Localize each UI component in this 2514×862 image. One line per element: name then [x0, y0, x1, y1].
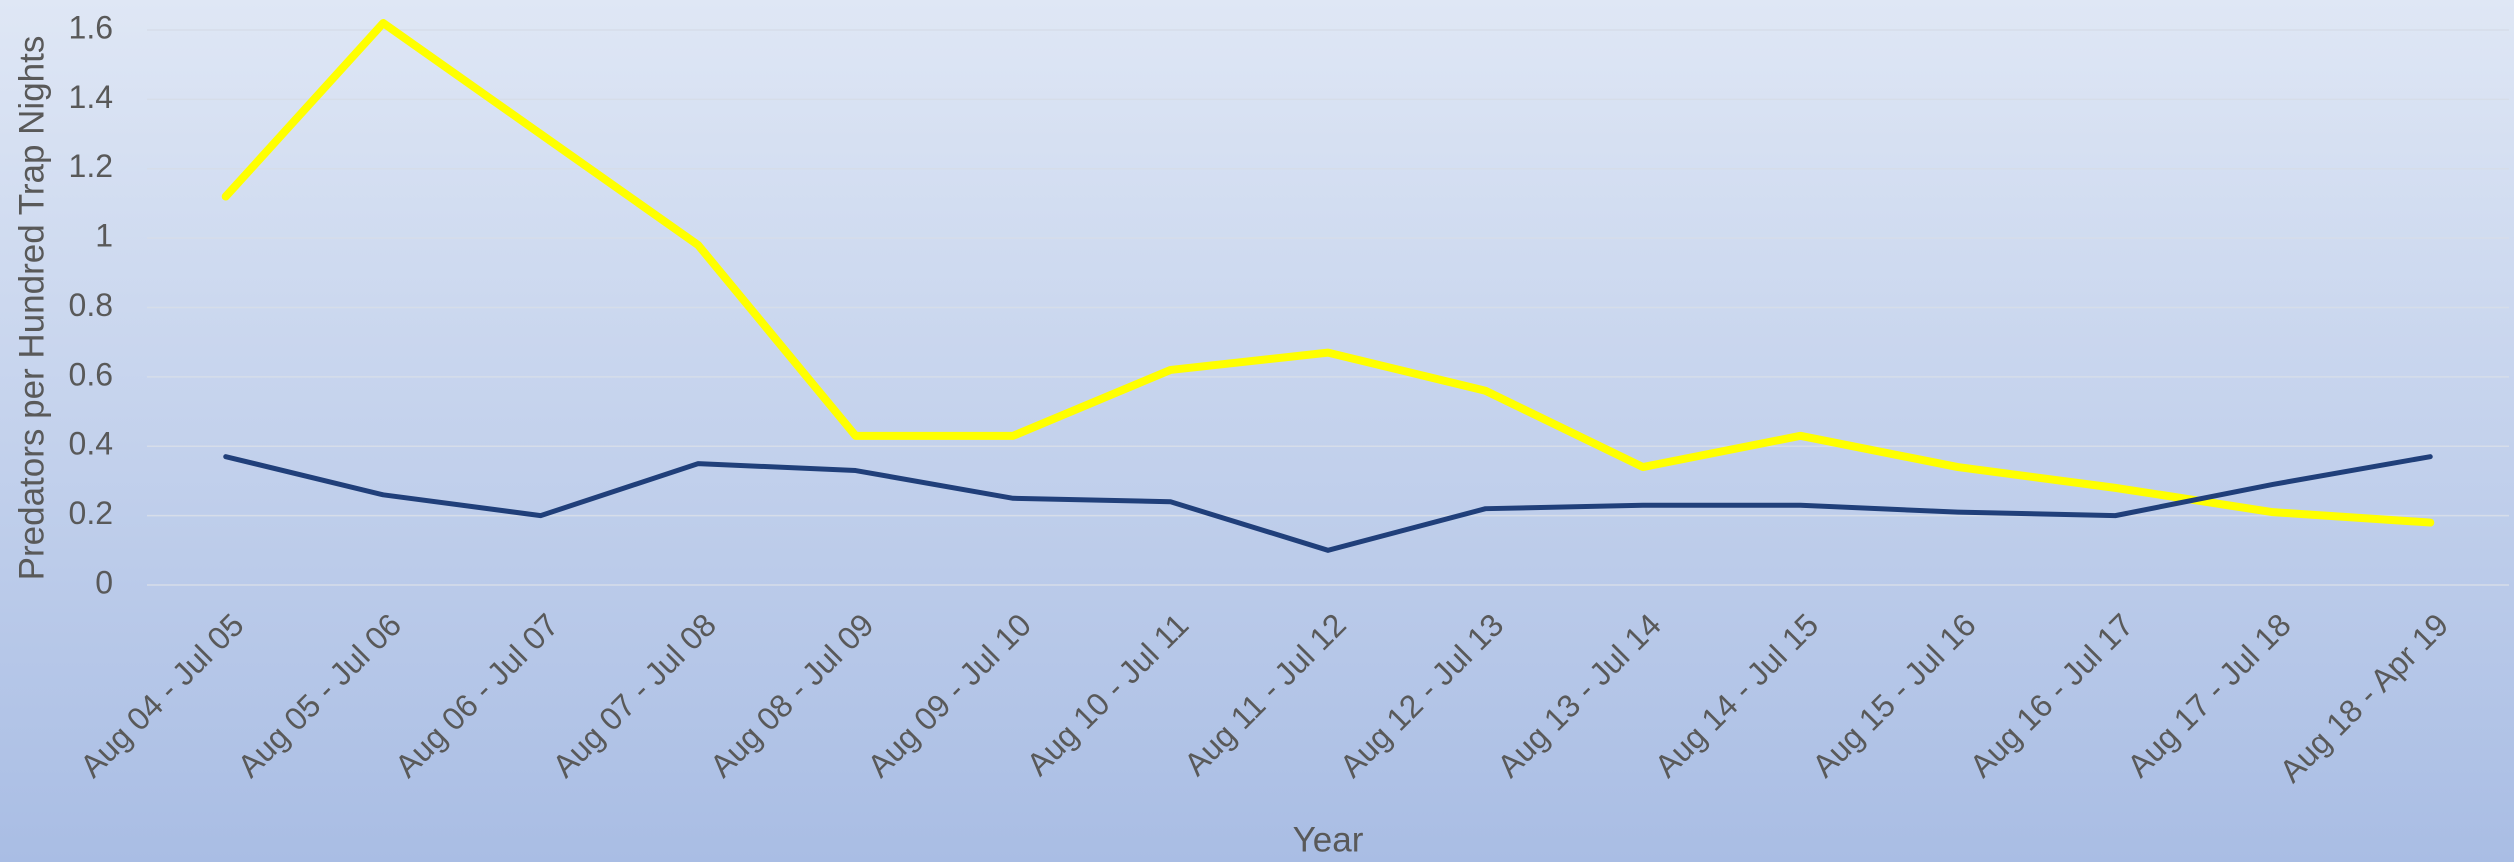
y-tick-label: 0.4	[69, 426, 113, 462]
x-tick-label: Aug 07 - Jul 08	[545, 606, 723, 784]
x-tick-label: Aug 12 - Jul 13	[1333, 606, 1511, 784]
line-series	[223, 454, 2433, 553]
x-tick-label: Aug 15 - Jul 16	[1805, 606, 1983, 784]
y-tick-label: 0.8	[69, 287, 113, 323]
x-tick-label: Aug 16 - Jul 17	[1963, 606, 2141, 784]
y-tick-label: 1.2	[69, 148, 113, 184]
y-tick-label: 1.6	[69, 9, 113, 45]
x-tick-label: Aug 13 - Jul 14	[1490, 606, 1668, 784]
x-tick-label: Aug 05 - Jul 06	[230, 606, 408, 784]
x-tick-label: Aug 09 - Jul 10	[860, 606, 1038, 784]
x-tick-label: Aug 11 - Jul 12	[1177, 606, 1353, 782]
x-tick-label: Aug 04 - Jul 05	[73, 606, 251, 784]
x-tick-label: Aug 14 - Jul 15	[1648, 606, 1826, 784]
x-tick-label: Aug 10 - Jul 11	[1019, 606, 1195, 782]
x-tick-label: Aug 17 - Jul 18	[2120, 606, 2298, 784]
x-axis-title: Year	[1293, 820, 1364, 859]
y-tick-label: 0.2	[69, 495, 113, 531]
y-tick-label: 0.6	[69, 356, 113, 392]
y-tick-label: 1.4	[69, 79, 113, 115]
y-tick-label: 1	[95, 218, 113, 254]
line-series	[221, 19, 2435, 527]
x-tick-label: Aug 06 - Jul 07	[388, 606, 566, 784]
x-tick-label: Aug 08 - Jul 09	[703, 606, 881, 784]
x-tick-label: Aug 18 - Apr 19	[2272, 606, 2455, 789]
y-tick-label: 0	[95, 564, 113, 600]
y-axis-title: Predators per Hundred Trap Nights	[12, 36, 51, 581]
